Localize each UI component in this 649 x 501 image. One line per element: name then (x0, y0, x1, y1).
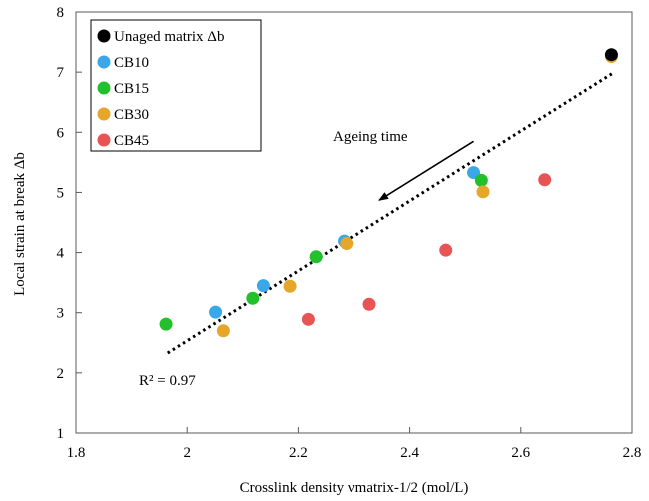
x-tick-label: 2.8 (623, 445, 642, 461)
x-tick-label: 2.6 (511, 445, 530, 461)
data-point-cb15 (246, 291, 260, 305)
x-axis: 1.8 2 2.2 2.4 2.6 2.8 (67, 427, 642, 461)
y-tick-label: 2 (57, 366, 65, 382)
r-squared-label: R² = 0.97 (139, 373, 196, 389)
data-point-cb15 (159, 317, 173, 331)
legend-marker-cb10 (97, 55, 111, 69)
data-point-cb30 (283, 279, 297, 293)
y-axis-title: Local strain at break Δb (12, 152, 28, 296)
data-point-cb15 (474, 173, 488, 187)
x-tick-label: 2.4 (400, 445, 419, 461)
legend-label-cb30: CB30 (114, 107, 149, 123)
x-tick-label: 2.2 (289, 445, 308, 461)
legend-marker-cb45 (97, 133, 111, 147)
legend-marker-cb30 (97, 107, 111, 121)
data-point-cb45 (439, 243, 453, 257)
legend-label-unaged-matrix-b: Unaged matrix Δb (114, 29, 224, 45)
y-tick-label: 6 (57, 125, 65, 141)
legend-marker-cb15 (97, 81, 111, 95)
legend-box (90, 19, 262, 152)
x-tick-label: 1.8 (67, 445, 86, 461)
data-points (159, 48, 618, 338)
y-tick-label: 7 (57, 65, 65, 81)
y-tick-label: 8 (57, 5, 65, 21)
legend-label-cb10: CB10 (114, 55, 149, 71)
data-point-cb45 (362, 297, 376, 311)
y-tick-label: 5 (57, 185, 65, 201)
y-tick-label: 3 (57, 306, 65, 322)
data-point-cb10 (209, 305, 223, 319)
y-tick-label: 1 (57, 426, 65, 442)
ageing-arrow (378, 140, 474, 201)
data-point-cb15 (309, 250, 323, 264)
legend-marker-unaged-matrix-b (97, 29, 111, 43)
y-axis: 1 2 3 4 5 6 7 8 (57, 5, 82, 442)
data-point-cb30 (216, 324, 230, 338)
data-point-unaged-matrix-b (604, 48, 618, 62)
x-axis-title: Crosslink density νmatrix-1/2 (mol/L) (240, 480, 469, 496)
legend: Unaged matrix Δb CB10 CB15 CB30 CB45 (90, 19, 262, 152)
data-point-cb45 (538, 173, 552, 187)
ageing-time-label: Ageing time (333, 129, 408, 145)
x-tick-label: 2 (183, 445, 191, 461)
legend-label-cb45: CB45 (114, 133, 149, 149)
data-point-cb10 (256, 279, 270, 293)
data-point-cb45 (301, 312, 315, 326)
y-tick-label: 4 (57, 246, 65, 262)
data-point-cb30 (476, 185, 490, 199)
legend-label-cb15: CB15 (114, 81, 149, 97)
data-point-cb30 (340, 237, 354, 251)
